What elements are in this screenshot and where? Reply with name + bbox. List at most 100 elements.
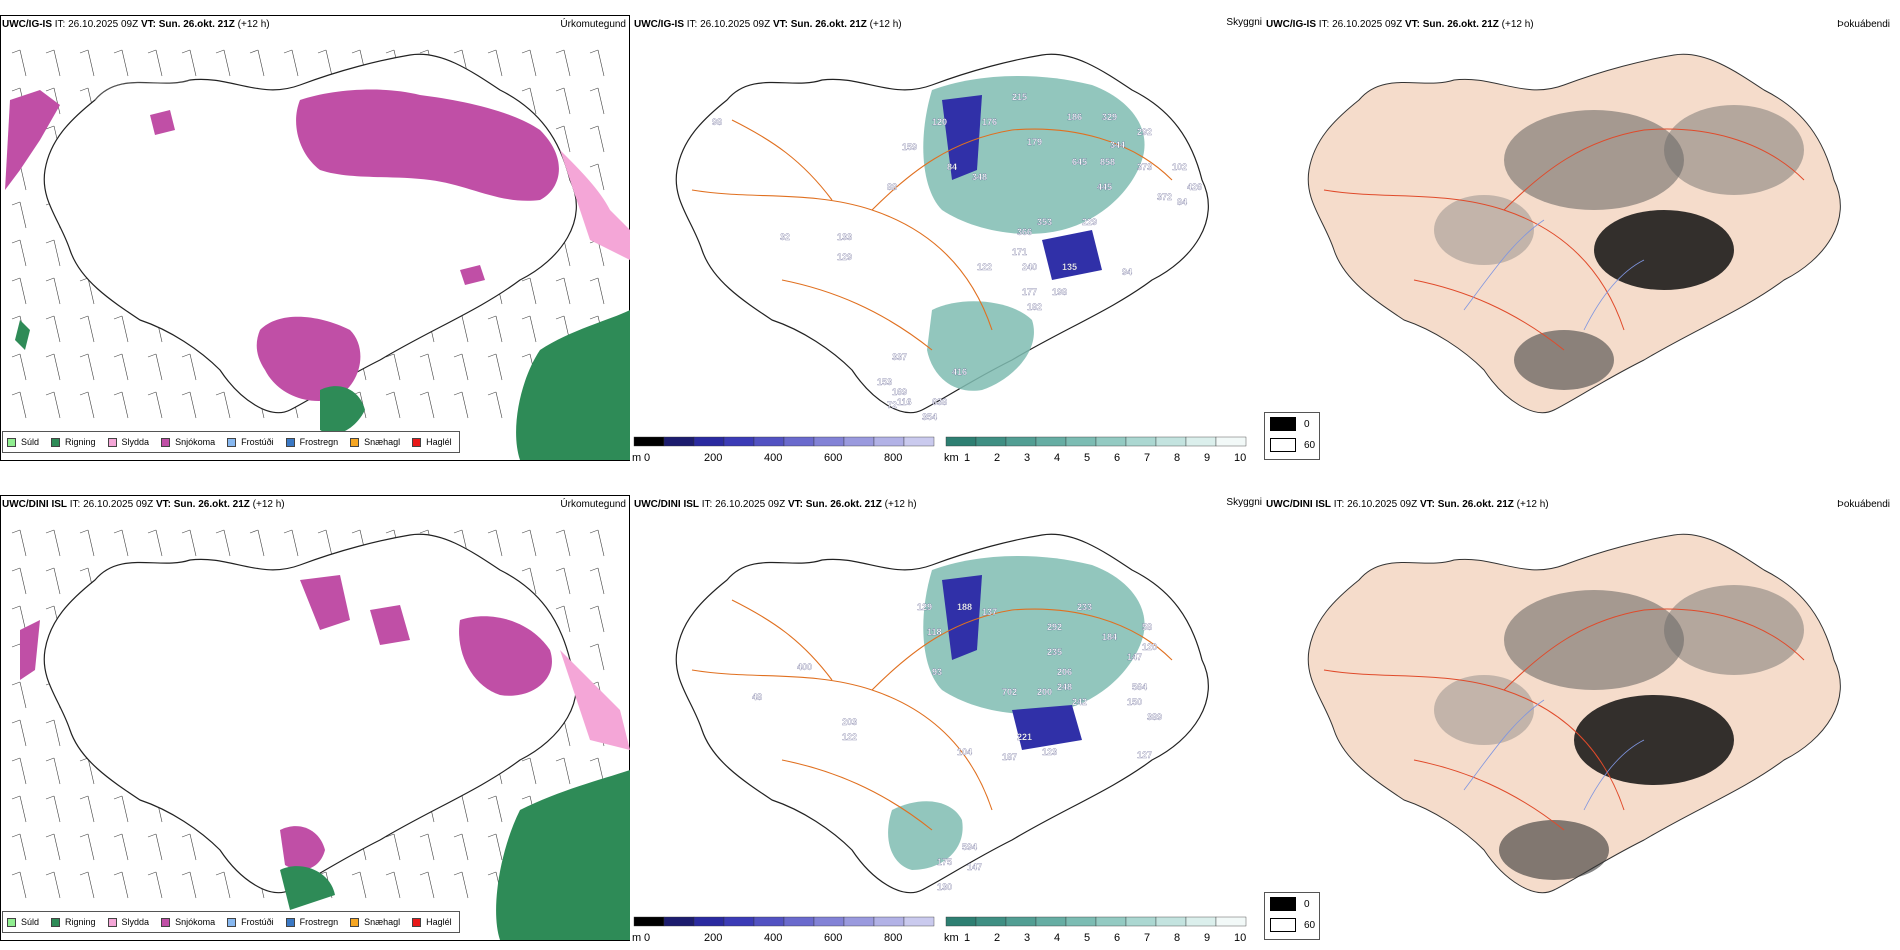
colorbar-bin	[813, 436, 845, 447]
wind-barb-flag	[317, 49, 327, 54]
wind-barb-flag	[249, 529, 259, 534]
ceiling-value: 354	[922, 412, 937, 422]
wind-barb	[563, 567, 571, 595]
wind-barb-flag	[79, 567, 89, 572]
colorbar-bin	[1155, 916, 1187, 927]
wind-barb	[563, 605, 571, 633]
colorbar-unit: m	[632, 452, 641, 464]
low-ceiling-area	[1012, 705, 1082, 750]
colorbar-bin	[693, 916, 725, 927]
wind-barb	[53, 315, 61, 343]
wind-barb-flag	[589, 567, 599, 572]
wind-barb-flag	[11, 567, 21, 572]
wind-barb-flag	[11, 605, 21, 610]
wind-barb	[495, 49, 503, 77]
ceiling-visibility-map[interactable]: 98 159 88 120 84 348 176 215 179 186 329 292 344 858 6…	[632, 30, 1264, 440]
wind-barb-flag	[79, 795, 89, 800]
wind-barb-flag	[181, 833, 191, 838]
wind-barb-flag	[45, 353, 55, 358]
wind-barb-flag	[11, 833, 21, 838]
ceiling-value: 203	[842, 717, 857, 727]
colorbar-bin	[1005, 436, 1037, 447]
wind-barb-flag	[11, 353, 21, 358]
wind-barb-flag	[385, 353, 395, 358]
wind-barb-flag	[181, 871, 191, 876]
ceiling-value: 137	[982, 607, 997, 617]
colorbar-tick: 200	[704, 932, 722, 944]
variable-title: Úrkomutegund	[560, 19, 626, 30]
colorbar-bin	[633, 436, 665, 447]
wind-barb	[563, 239, 571, 267]
ceiling-value: 373	[1137, 162, 1152, 172]
ceiling-value: 94	[1122, 267, 1132, 277]
colorbar-tick: 5	[1084, 452, 1090, 464]
colorbar-bin	[1155, 436, 1187, 447]
legend-item: Haglél	[412, 437, 452, 447]
wind-barb-flag	[181, 49, 191, 54]
ceiling-value: 130	[937, 882, 952, 892]
wind-barb	[563, 87, 571, 115]
wind-barb	[393, 833, 401, 861]
wind-barb-flag	[45, 87, 55, 92]
wind-barb-flag	[453, 49, 463, 54]
wind-barb-flag	[317, 529, 327, 534]
legend-item: Rigning	[51, 437, 96, 447]
ceiling-value: 594	[962, 842, 977, 852]
wind-barb	[121, 353, 129, 381]
panel-header: UWC/IG-IS IT: 26.10.2025 09Z VT: Sun. 26…	[1266, 19, 1534, 30]
ceiling-value: 123	[1042, 747, 1057, 757]
wind-barb	[223, 871, 231, 899]
fog-indicator-map[interactable]	[1264, 30, 1896, 440]
ceiling-value: 169	[892, 387, 907, 397]
wind-barb	[19, 567, 27, 595]
wind-barb	[393, 871, 401, 899]
wind-barb-flag	[79, 49, 89, 54]
wind-barb	[53, 49, 61, 77]
ceiling-visibility-map[interactable]: 129 188 1371189323358292184147120564150235…	[632, 510, 1264, 920]
wind-barb	[19, 757, 27, 785]
ceiling-colorbar-bottom: m02004006008001000	[632, 915, 942, 945]
wind-barb-flag	[555, 125, 565, 130]
wind-barb	[53, 87, 61, 115]
wind-barb-flag	[79, 353, 89, 358]
ceiling-value: 102	[1172, 162, 1187, 172]
wind-barb	[325, 529, 333, 557]
road-network	[691, 599, 1173, 831]
colorbar-tick: 600	[824, 452, 842, 464]
wind-barb	[495, 353, 503, 381]
ceiling-value: 372	[1157, 192, 1172, 202]
wind-barb	[121, 529, 129, 557]
colorbar-tick: 7	[1144, 452, 1150, 464]
wind-barb	[597, 277, 605, 305]
ceiling-value: 426	[1187, 182, 1202, 192]
precip-type-map[interactable]	[0, 510, 630, 940]
wind-barb	[325, 49, 333, 77]
legend-item: Frostúði	[227, 437, 274, 447]
wind-barb	[19, 529, 27, 557]
colorbar-tick: 800	[884, 452, 902, 464]
ceiling-value: 127	[1137, 750, 1152, 760]
wind-barb	[19, 277, 27, 305]
legend-item: Súld	[7, 437, 39, 447]
ceiling-value: 329	[1102, 112, 1117, 122]
wind-barb	[461, 391, 469, 419]
wind-barb	[19, 353, 27, 381]
wind-barb-flag	[487, 871, 497, 876]
precip-type-map[interactable]	[0, 30, 630, 460]
fog-indicator-map[interactable]	[1264, 510, 1896, 920]
wind-barb	[53, 833, 61, 861]
wind-barb	[121, 833, 129, 861]
wind-barb-flag	[113, 833, 123, 838]
colorbar-bin	[975, 916, 1007, 927]
colorbar-tick: 0	[644, 452, 650, 464]
wind-barb-flag	[45, 49, 55, 54]
wind-barb-flag	[11, 795, 21, 800]
low-ceiling-area	[1042, 230, 1102, 280]
variable-title: Þokuábendi	[1837, 19, 1890, 30]
panel-header: UWC/IG-IS IT: 26.10.2025 09Z VT: Sun. 26…	[2, 19, 270, 30]
ceiling-value: 200	[1037, 687, 1052, 697]
colorbar-bin	[1035, 436, 1067, 447]
wind-barb-flag	[453, 529, 463, 534]
wind-barb	[597, 49, 605, 77]
sleet-area	[560, 150, 630, 260]
